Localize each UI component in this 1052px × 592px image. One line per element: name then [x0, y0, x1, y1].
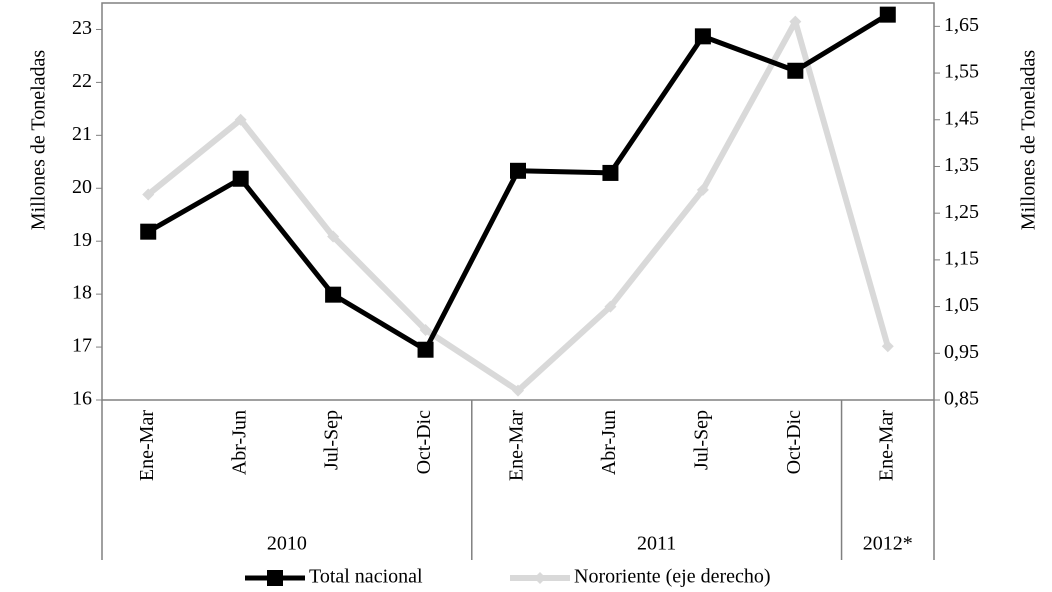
- data-point: [602, 164, 619, 181]
- data-point: [604, 300, 617, 313]
- y2-tick-label: 1,45: [944, 107, 979, 129]
- y-tick-label: 16: [72, 388, 92, 410]
- y-tick-label: 20: [72, 176, 92, 198]
- y-axis-title: Millones de Toneladas: [28, 50, 50, 231]
- y-tick-label: 23: [72, 17, 92, 39]
- data-point: [512, 384, 524, 397]
- y-tick-label: 19: [72, 229, 92, 251]
- x-tick-label: Ene-Mar: [506, 410, 528, 481]
- x-tick-label: Abr-Jun: [228, 410, 250, 475]
- data-point: [142, 188, 155, 201]
- group-label: 2012*: [863, 533, 913, 555]
- data-point: [234, 113, 247, 126]
- data-point: [419, 323, 432, 336]
- y2-tick-label: 1,65: [944, 14, 979, 36]
- x-tick-label: Abr-Jun: [598, 410, 620, 475]
- data-point: [694, 28, 711, 45]
- y-tick-label: 21: [72, 123, 92, 145]
- x-tick-label: Jul-Sep: [321, 410, 343, 470]
- y-tick-label: 22: [72, 70, 92, 92]
- legend-label: Nororiente (eje derecho): [574, 566, 771, 588]
- legend-label: Total nacional: [309, 566, 423, 588]
- x-tick-label: Jul-Sep: [690, 410, 712, 470]
- x-tick-label: Oct-Dic: [413, 410, 435, 475]
- data-point: [879, 6, 896, 23]
- y2-tick-label: 0,85: [944, 388, 979, 410]
- y2-tick-label: 1,55: [944, 61, 979, 83]
- data-point: [787, 62, 804, 79]
- y2-tick-label: 0,95: [944, 341, 979, 363]
- x-tick-label: Oct-Dic: [783, 410, 805, 475]
- data-point: [881, 340, 894, 353]
- x-tick-label: Ene-Mar: [875, 410, 897, 481]
- data-point: [140, 223, 157, 240]
- data-point: [325, 286, 342, 303]
- series-line: [146, 18, 891, 394]
- series-line: [146, 12, 890, 353]
- x-tick-label: Ene-Mar: [136, 410, 158, 481]
- y2-axis-title: Millones de Toneladas: [1018, 50, 1040, 231]
- y2-tick-label: 1,35: [944, 154, 979, 176]
- data-point: [232, 170, 249, 187]
- data-point: [327, 230, 340, 243]
- y2-tick-label: 1,05: [944, 294, 979, 316]
- data-point: [510, 162, 526, 179]
- plot-border: [101, 2, 935, 401]
- data-point: [789, 15, 802, 28]
- y-tick-label: 17: [72, 335, 92, 357]
- group-label: 2010: [267, 533, 307, 555]
- y2-tick-label: 1,25: [944, 201, 979, 223]
- data-point: [696, 183, 709, 196]
- legend-swatch-marker: [534, 572, 546, 584]
- y-tick-label: 18: [72, 282, 92, 304]
- data-point: [417, 341, 434, 358]
- group-label: 2011: [637, 533, 676, 555]
- legend-swatch-marker: [267, 570, 283, 586]
- y2-tick-label: 1,15: [944, 247, 979, 269]
